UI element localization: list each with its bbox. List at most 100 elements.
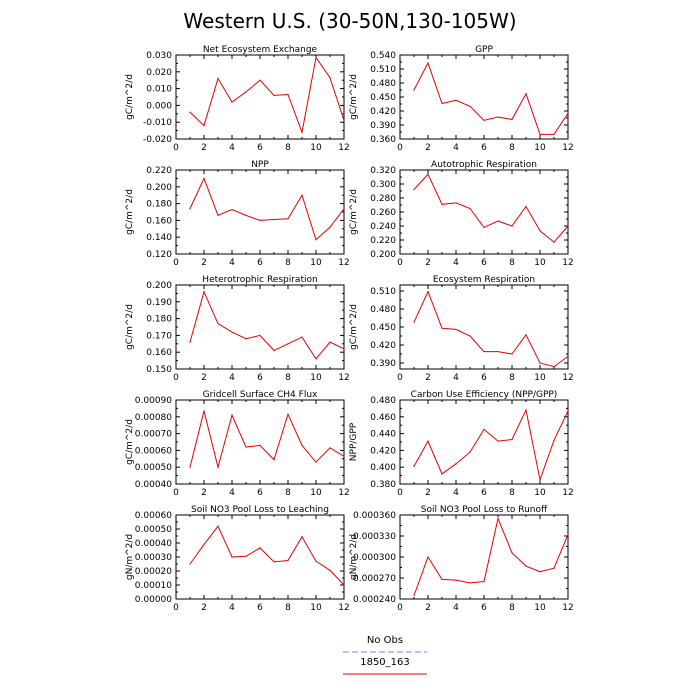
data-point — [217, 214, 219, 216]
data-point — [287, 93, 289, 96]
data-point — [203, 124, 205, 127]
data-point — [245, 214, 247, 216]
x-tick-label: 0 — [173, 143, 179, 153]
y-tick-label: 0.450 — [370, 323, 396, 333]
x-tick-label: 4 — [453, 373, 459, 383]
data-point — [427, 62, 429, 64]
x-tick-label: 8 — [285, 488, 291, 498]
data-point — [273, 94, 275, 96]
data-point — [273, 218, 275, 221]
series-line — [413, 408, 569, 482]
data-point — [245, 91, 247, 93]
data-point — [189, 466, 191, 468]
y-tick-label: -0.020 — [143, 135, 172, 145]
x-tick-label: 10 — [310, 603, 322, 613]
y-tick-label: 0.220 — [370, 236, 396, 246]
panel-title: Heterotrophic Respiration — [202, 275, 317, 285]
data-point — [413, 189, 415, 191]
data-point — [539, 571, 541, 573]
panel-1: Net Ecosystem Exchange 0 2 4 6 8 10 12 -0.020 -0.… — [125, 45, 350, 153]
data-point — [497, 351, 499, 353]
x-tick-label: 4 — [453, 143, 459, 153]
panel-title: Gridcell Surface CH4 Flux — [203, 390, 318, 400]
x-tick-label: 6 — [257, 373, 263, 383]
y-tick-label: 0.390 — [370, 359, 396, 369]
data-point — [469, 451, 471, 453]
y-tick-label: 0.510 — [370, 287, 396, 297]
legend: No Obs 1850_163 — [343, 635, 427, 675]
y-tick-label: 0.480 — [370, 79, 396, 89]
series-line — [189, 290, 345, 360]
data-point — [189, 111, 191, 113]
x-tick-label: 10 — [310, 373, 322, 383]
data-point — [455, 99, 457, 101]
data-point — [413, 89, 415, 91]
data-point — [273, 349, 275, 352]
panel-title: Autotrophic Respiration — [431, 160, 537, 170]
x-tick-label: 6 — [481, 488, 487, 498]
data-point — [259, 444, 261, 446]
data-point — [231, 208, 233, 211]
x-tick-label: 12 — [562, 143, 573, 153]
data-point — [441, 102, 443, 105]
y-axis-label: gC/m^2/d — [349, 74, 359, 120]
x-tick-label: 4 — [453, 488, 459, 498]
data-point — [497, 440, 499, 442]
data-point — [315, 56, 317, 59]
y-tick-label: 0.00060 — [135, 446, 172, 456]
x-tick-label: 12 — [338, 488, 349, 498]
data-point — [539, 133, 541, 135]
data-point — [259, 79, 261, 81]
x-tick-label: 0 — [397, 373, 403, 383]
data-point — [287, 559, 289, 562]
data-point — [525, 205, 527, 207]
x-tick-label: 0 — [397, 603, 403, 613]
x-tick-label: 6 — [257, 258, 263, 268]
y-tick-label: 0.000360 — [353, 511, 396, 521]
x-tick-label: 4 — [453, 603, 459, 613]
data-point — [469, 207, 471, 210]
data-point — [231, 556, 233, 558]
data-point — [525, 409, 527, 411]
data-point — [441, 327, 443, 329]
data-point — [301, 131, 303, 133]
x-tick-label: 6 — [481, 373, 487, 383]
x-tick-label: 4 — [229, 603, 235, 613]
x-tick-label: 4 — [229, 373, 235, 383]
data-point — [525, 565, 527, 567]
y-tick-label: 0.00030 — [135, 553, 172, 563]
y-tick-label: 0.000270 — [353, 574, 396, 584]
x-tick-label: 0 — [173, 258, 179, 268]
data-point — [455, 579, 457, 581]
series-line — [413, 61, 569, 135]
y-tick-label: 0.190 — [146, 298, 172, 308]
x-tick-label: 10 — [534, 488, 546, 498]
x-tick-label: 8 — [285, 603, 291, 613]
y-tick-label: 0.00000 — [135, 595, 172, 605]
data-point — [189, 341, 191, 343]
legend-label: No Obs — [367, 635, 403, 646]
data-point — [497, 116, 499, 118]
y-tick-label: 0.160 — [146, 216, 172, 226]
data-point — [259, 334, 261, 336]
data-point — [567, 355, 569, 357]
x-tick-label: 8 — [509, 143, 515, 153]
data-point — [203, 177, 205, 179]
y-axis-label: gC/m^2/d — [125, 304, 135, 350]
data-point — [511, 552, 513, 554]
data-point — [343, 119, 345, 122]
data-point — [217, 525, 219, 527]
x-tick-label: 2 — [201, 488, 207, 498]
data-point — [525, 334, 527, 336]
y-tick-label: 0.460 — [370, 413, 396, 423]
y-tick-label: 0.360 — [370, 135, 396, 145]
y-tick-label: 0.240 — [370, 222, 396, 232]
y-axis-label: gC/m^2/d — [125, 74, 135, 120]
y-tick-label: 0.160 — [146, 348, 172, 358]
panel-title: Soil NO3 Pool Loss to Runoff — [421, 505, 548, 515]
y-axis-label: NPP/GPP — [349, 422, 359, 461]
y-tick-label: 0.420 — [370, 341, 396, 351]
panel-8: Carbon Use Efficiency (NPP/GPP) 0 2 4 6 8 10 12… — [349, 390, 574, 498]
